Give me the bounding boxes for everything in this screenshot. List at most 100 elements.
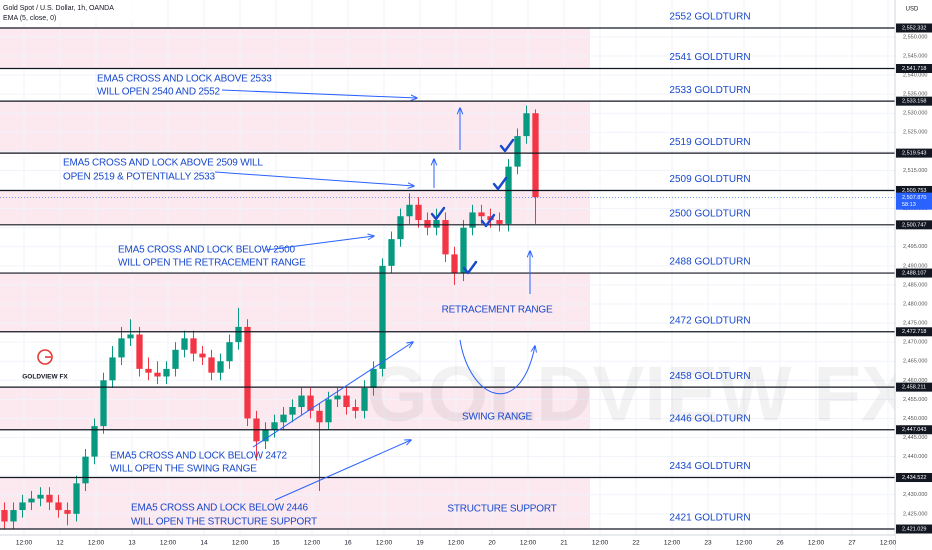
y-tick-label: 2,480.000 [903,301,927,307]
x-tick-label: 12:00 [448,540,465,547]
y-tick-label: 2,475.000 [903,321,927,327]
chart-title: Gold Spot / U.S. Dollar, 1h, OANDA [3,5,114,12]
level-name: 2446 GOLDTURN [669,413,750,424]
checkmarks [430,138,515,275]
logo: GOLDVIEW FX [22,349,68,381]
candle-body [415,204,422,221]
candle-body [118,338,125,358]
y-tick-label: 2,455.000 [903,397,927,403]
level-name: 2472 GOLDTURN [669,315,750,326]
arrow [265,236,374,251]
candle-body [478,212,485,217]
y-tick-label: 2,495.000 [903,244,927,250]
level-name: 2500 GOLDTURN [669,208,750,219]
candle-body [289,407,296,415]
level-name: 2519 GOLDTURN [669,137,750,148]
range-label: STRUCTURE SUPPORT [447,504,556,515]
level-name: 2541 GOLDTURN [669,52,750,63]
x-tick-label: 19 [416,540,424,547]
zone [0,190,590,225]
candle-body [532,113,539,198]
range-label: RETRACEMENT RANGE [442,305,553,316]
candle-body [280,414,287,423]
candle-body [109,357,116,381]
y-tick-label: 2,490.000 [903,263,927,269]
x-tick-label: 12:00 [160,540,177,547]
candle-body [154,372,161,377]
header-bg [0,0,160,22]
candle-body [217,361,224,373]
candle-body [208,357,215,373]
y-tick-label: 2,540.000 [903,73,927,79]
candle-body [181,338,188,350]
candle-body [235,326,242,343]
logo-text: GOLDVIEW FX [22,374,68,381]
annotation: EMA5 CROSS AND LOCK ABOVE 2509 WILL [63,158,263,169]
grid [0,0,895,535]
checkmark [499,138,515,153]
candle-body [19,502,26,511]
annotation: WILL OPEN THE STRUCTURE SUPPORT [131,517,317,528]
currency: USD [906,7,919,13]
candle-body [37,494,44,499]
candle-body [136,334,143,369]
x-tick-label: 12:00 [376,540,393,547]
candle-body [325,399,332,423]
level-label: 2,552.332 [902,25,926,31]
candle-body [397,216,404,240]
arrow [459,339,535,395]
y-tick-label: 2,430.000 [903,492,927,498]
x-tick-label: 26 [776,540,784,547]
x-tick-label: 23 [704,540,712,547]
y-tick-label: 2,550.000 [903,34,927,40]
y-tick-label: 2,535.000 [903,92,927,98]
logo-mark [37,349,53,365]
level-label: 2,519.543 [902,151,926,157]
level-name: 2458 GOLDTURN [669,371,750,382]
annotation: EMA5 CROSS AND LOCK ABOVE 2533 [97,74,272,85]
level-name: 2488 GOLDTURN [669,257,750,268]
range-label: SWING RANGE [462,412,533,423]
level-tag [896,63,932,73]
candle-body [10,510,17,522]
candle-body [55,502,62,511]
candle-body [91,426,98,457]
level-label: 2,472.718 [902,329,926,335]
annotation: EMA5 CROSS AND LOCK BELOW 2500 [118,245,295,256]
candle-body [1,510,8,522]
level-tag [896,96,932,106]
level-label: 2,458.211 [902,385,926,391]
zone [0,27,590,69]
candle-body [64,510,71,514]
candle-body [199,353,206,358]
x-tick-label: 20 [488,540,496,547]
axis-labels: 2,425.0002,430.0002,435.0002,440.0002,44… [16,23,932,547]
candle-body [370,368,377,388]
candle-body [334,395,341,400]
x-tick-label: 12:00 [520,540,537,547]
countdown: 58:13 [902,202,916,208]
candle-body [379,265,386,369]
level-name: 2509 GOLDTURN [669,174,750,185]
candle-body [271,422,278,430]
candle-body [262,429,269,442]
level-label: 2,509.753 [902,188,926,194]
candle-body [100,380,107,427]
level-tag [896,425,932,435]
candle-body [163,368,170,377]
y-tick-label: 2,445.000 [903,435,927,441]
candle-body [172,349,179,369]
level-label: 2,488.107 [902,271,926,277]
candle-body [82,456,89,484]
x-tick-label: 22 [632,540,640,547]
candle-body [523,113,530,137]
level-label: 2,434.522 [902,475,926,481]
x-tick-label: 12 [56,540,64,547]
price-tag [896,192,932,210]
candle-body [28,498,35,503]
checkmark [480,213,496,228]
candle-body [352,407,359,411]
x-tick-label: 12:00 [664,540,681,547]
annotation: OPEN 2519 & POTENTIALLY 2533 [63,172,216,183]
